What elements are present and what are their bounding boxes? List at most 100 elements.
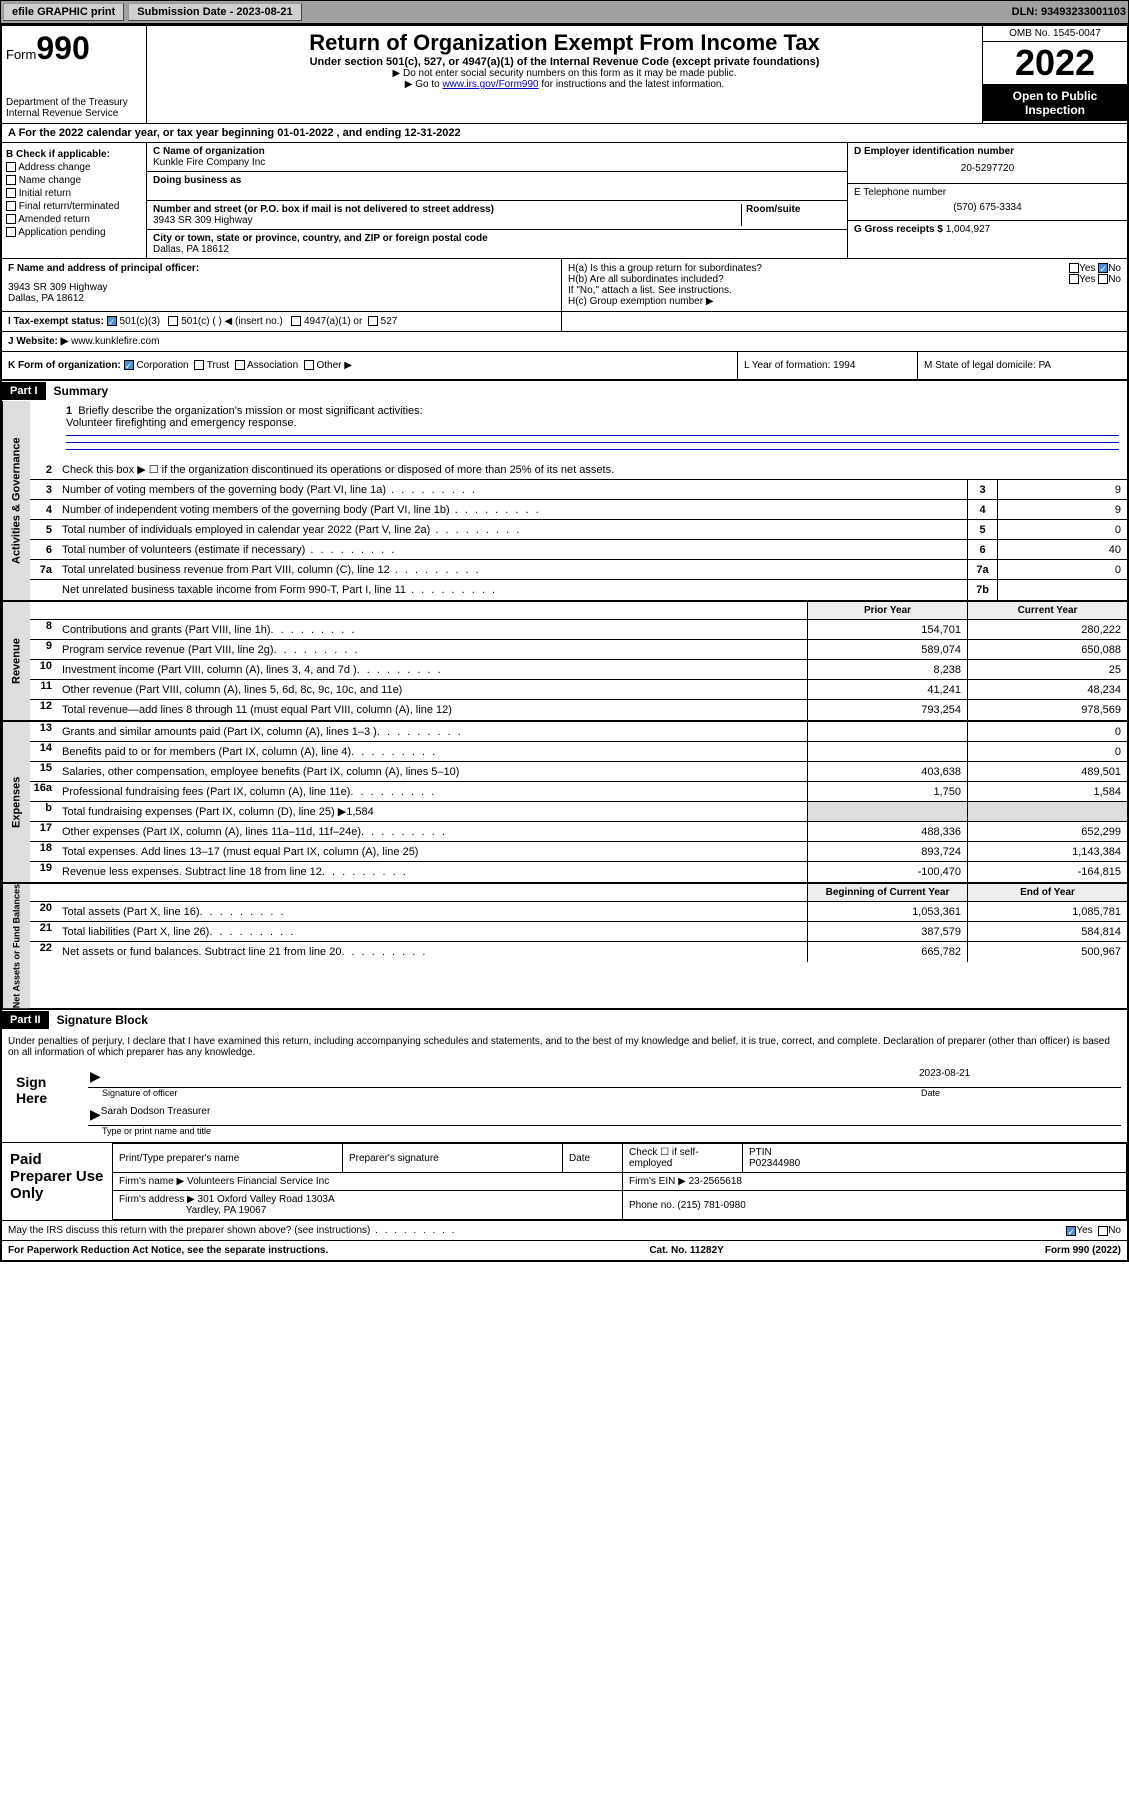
l11c: 48,234	[967, 680, 1127, 699]
prep-date-label: Date	[563, 1144, 623, 1173]
l3-val: 9	[997, 480, 1127, 499]
l16ac: 1,584	[967, 782, 1127, 801]
l16b-text: Total fundraising expenses (Part IX, col…	[58, 802, 807, 821]
c-name-label: C Name of organization	[153, 146, 841, 157]
part2-title: Signature Block	[49, 1010, 156, 1030]
chk-4947[interactable]	[291, 316, 301, 326]
discuss-no[interactable]	[1098, 1226, 1108, 1236]
l7b-val	[997, 580, 1127, 600]
part1-badge: Part I	[2, 382, 46, 400]
col-b: B Check if applicable: Address change Na…	[2, 143, 147, 258]
l7b-text: Net unrelated business taxable income fr…	[58, 582, 967, 598]
chk-assoc[interactable]	[235, 360, 245, 370]
l19-text: Revenue less expenses. Subtract line 18 …	[58, 862, 807, 882]
sig-date: 2023-08-21	[919, 1068, 1119, 1085]
l12c: 978,569	[967, 700, 1127, 720]
top-bar: efile GRAPHIC print Submission Date - 20…	[0, 0, 1129, 24]
officer-name: Sarah Dodson Treasurer	[101, 1106, 211, 1123]
hb-no[interactable]	[1098, 274, 1108, 284]
l9p: 589,074	[807, 640, 967, 659]
l22c: 500,967	[967, 942, 1127, 962]
section-b-to-g: B Check if applicable: Address change Na…	[2, 143, 1127, 259]
chk-final[interactable]	[6, 201, 16, 211]
footer-left: For Paperwork Reduction Act Notice, see …	[8, 1245, 328, 1256]
expenses-section: Expenses 13Grants and similar amounts pa…	[2, 722, 1127, 884]
mission-text: Volunteer firefighting and emergency res…	[66, 417, 297, 429]
form-header: Form990 Department of the Treasury Inter…	[2, 26, 1127, 124]
org-name: Kunkle Fire Company Inc	[153, 157, 841, 168]
l18p: 893,724	[807, 842, 967, 861]
signature-block: Under penalties of perjury, I declare th…	[2, 1030, 1127, 1142]
netassets-section: Net Assets or Fund Balances Beginning of…	[2, 884, 1127, 1010]
discuss-yes[interactable]: ✓	[1066, 1226, 1076, 1236]
l19p: -100,470	[807, 862, 967, 882]
form-label: Form	[6, 47, 36, 62]
l10-text: Investment income (Part VIII, column (A)…	[58, 660, 807, 679]
l21c: 584,814	[967, 922, 1127, 941]
l12p: 793,254	[807, 700, 967, 720]
hdr-end: End of Year	[967, 884, 1127, 901]
m-state: M State of legal domicile: PA	[917, 352, 1127, 379]
note-link: ▶ Go to www.irs.gov/Form990 for instruct…	[151, 79, 978, 90]
l8c: 280,222	[967, 620, 1127, 639]
header-left: Form990 Department of the Treasury Inter…	[2, 26, 147, 123]
form-title: Return of Organization Exempt From Incom…	[151, 30, 978, 56]
chk-corp[interactable]: ✓	[124, 360, 134, 370]
org-address: 3943 SR 309 Highway	[153, 215, 741, 226]
firm-phone: (215) 781-0980	[677, 1200, 745, 1211]
chk-501c3[interactable]: ✓	[107, 316, 117, 326]
efile-button[interactable]: efile GRAPHIC print	[3, 3, 124, 21]
org-city: Dallas, PA 18612	[153, 244, 841, 255]
l8p: 154,701	[807, 620, 967, 639]
l17p: 488,336	[807, 822, 967, 841]
l18c: 1,143,384	[967, 842, 1127, 861]
irs-link[interactable]: www.irs.gov/Form990	[442, 79, 538, 90]
prep-name-label: Print/Type preparer's name	[113, 1144, 343, 1173]
note-ssn: ▶ Do not enter social security numbers o…	[151, 68, 978, 79]
l16a-text: Professional fundraising fees (Part IX, …	[58, 782, 807, 801]
l15-text: Salaries, other compensation, employee b…	[58, 762, 807, 781]
hdr-begin: Beginning of Current Year	[807, 884, 967, 901]
l13c: 0	[967, 722, 1127, 741]
hc-label: H(c) Group exemption number ▶	[568, 296, 1121, 307]
footer-right: Form 990 (2022)	[1045, 1245, 1121, 1256]
chk-501c[interactable]	[168, 316, 178, 326]
row-f-h: F Name and address of principal officer:…	[2, 259, 1127, 312]
l1-text: Briefly describe the organization's miss…	[78, 405, 422, 417]
chk-application[interactable]	[6, 227, 16, 237]
b-header: B Check if applicable:	[6, 149, 110, 160]
ha-no[interactable]: ✓	[1098, 263, 1108, 273]
submission-date-button[interactable]: Submission Date - 2023-08-21	[128, 3, 301, 21]
phone-value: (570) 675-3334	[854, 198, 1121, 217]
chk-527[interactable]	[368, 316, 378, 326]
l13p	[807, 722, 967, 741]
l2-text: Check this box ▶ ☐ if the organization d…	[58, 461, 1127, 478]
ptin-label: PTIN	[749, 1147, 772, 1158]
hdr-current: Current Year	[967, 602, 1127, 619]
l5-text: Total number of individuals employed in …	[58, 522, 967, 538]
chk-trust[interactable]	[194, 360, 204, 370]
dln-text: DLN: 93493233001103	[1012, 6, 1126, 18]
i-label: I Tax-exempt status:	[8, 316, 104, 327]
sign-here-label: Sign Here	[8, 1066, 88, 1136]
ha-yes[interactable]	[1069, 263, 1079, 273]
l10c: 25	[967, 660, 1127, 679]
firm-name-label: Firm's name ▶	[119, 1176, 184, 1187]
j-label: J Website: ▶	[8, 336, 68, 347]
chk-other[interactable]	[304, 360, 314, 370]
hb-yes[interactable]	[1069, 274, 1079, 284]
chk-address[interactable]	[6, 162, 16, 172]
l18-text: Total expenses. Add lines 13–17 (must eq…	[58, 842, 807, 861]
section-h: H(a) Is this a group return for subordin…	[562, 259, 1127, 311]
side-netassets: Net Assets or Fund Balances	[2, 884, 30, 1008]
l5-val: 0	[997, 520, 1127, 539]
discuss-row: May the IRS discuss this return with the…	[2, 1220, 1127, 1240]
sig-officer-label: Signature of officer	[88, 1088, 921, 1098]
chk-initial[interactable]	[6, 188, 16, 198]
chk-name[interactable]	[6, 175, 16, 185]
prep-sig-label: Preparer's signature	[343, 1144, 563, 1173]
l6-text: Total number of volunteers (estimate if …	[58, 542, 967, 558]
chk-amended[interactable]	[6, 214, 16, 224]
firm-phone-label: Phone no.	[629, 1200, 675, 1211]
col-c: C Name of organization Kunkle Fire Compa…	[147, 143, 847, 258]
